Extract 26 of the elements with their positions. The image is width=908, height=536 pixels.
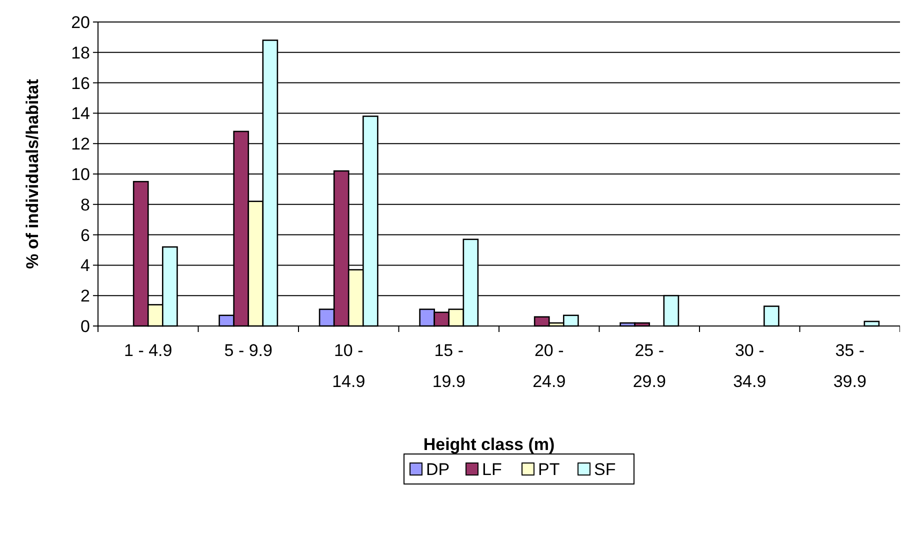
x-tick-label: 25 - 29.9: [632, 341, 666, 391]
y-tick-label: 20: [71, 12, 90, 32]
x-axis-title: Height class (m): [423, 435, 555, 454]
y-axis-title: % of individuals/habitat: [23, 78, 42, 269]
legend-label: PT: [538, 460, 560, 479]
legend-label: DP: [426, 460, 450, 479]
y-tick-label: 6: [80, 226, 90, 245]
bar: [764, 306, 780, 327]
y-tick-label: 16: [71, 74, 90, 93]
y-tick-label: 14: [71, 104, 90, 124]
x-tick-label: 20 - 24.9: [532, 341, 566, 391]
x-tick-label: 1 - 4.9: [124, 341, 172, 360]
x-tick-label: 15 - 19.9: [432, 341, 466, 391]
legend-label: SF: [594, 460, 616, 479]
x-tick-label: 30 - 34.9: [733, 341, 766, 391]
x-tick-label: 10 - 14.9: [332, 341, 366, 391]
y-tick-label: 12: [71, 134, 90, 154]
legend-label: LF: [482, 460, 502, 479]
y-tick-label: 2: [80, 286, 90, 306]
y-tick-label: 0: [80, 316, 90, 336]
y-tick-label: 10: [71, 164, 90, 184]
x-tick-label: 35 - 39.9: [833, 341, 866, 391]
y-tick-label: 8: [80, 195, 90, 214]
y-tick-label: 18: [71, 43, 90, 62]
x-tick-label: 5 - 9.9: [224, 341, 272, 360]
y-tick-label: 4: [80, 256, 90, 276]
